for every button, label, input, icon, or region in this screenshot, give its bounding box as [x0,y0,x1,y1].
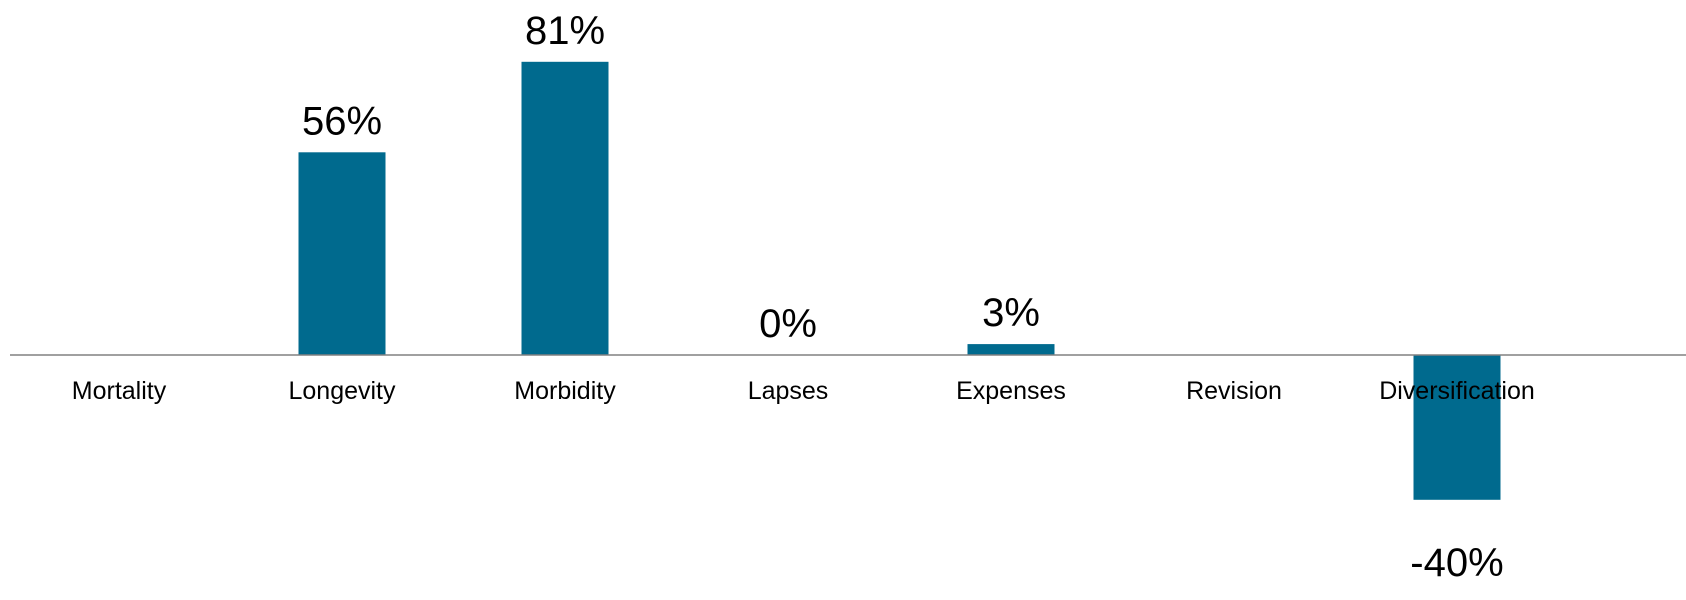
data-label-lapses: 0% [759,302,817,346]
category-label-expenses: Expenses [956,377,1066,405]
bar-longevity [298,152,386,355]
category-label-revision: Revision [1186,377,1282,405]
data-label-expenses: 3% [982,291,1040,335]
data-label-morbidity: 81% [525,9,605,53]
category-label-longevity: Longevity [288,377,396,405]
category-label-lapses: Lapses [748,377,829,405]
category-label-mortality: Mortality [72,377,167,405]
bar-diversification [1413,355,1501,500]
data-label-diversification: -40% [1410,541,1503,585]
category-label-morbidity: Morbidity [514,377,616,405]
bar-expenses [967,344,1055,355]
bars-group [298,61,1501,500]
data-labels-group: 56% 81% 0% 3% -40% [302,9,1504,585]
bar-morbidity [521,61,609,356]
category-labels-group: Mortality Longevity Morbidity Lapses Expense… [72,377,1535,405]
category-label-diversification: Diversification [1379,377,1535,405]
data-label-longevity: 56% [302,99,382,143]
